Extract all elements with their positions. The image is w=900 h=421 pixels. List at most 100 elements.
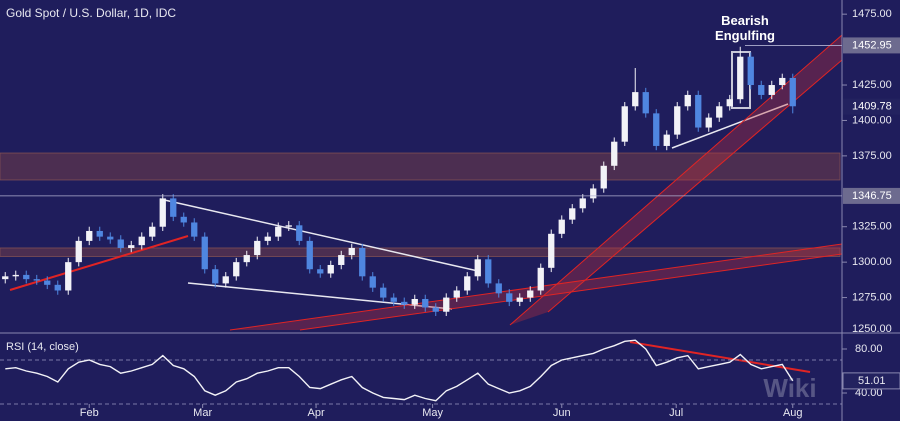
trendlines: [9, 34, 843, 373]
candle-body: [264, 236, 271, 241]
candle-body: [338, 255, 345, 265]
candle-body: [327, 264, 334, 274]
price-marker: [843, 187, 900, 204]
candle-body: [96, 230, 103, 237]
candle-body: [495, 283, 502, 294]
y-tick-label: 1300.00: [852, 256, 892, 268]
candle-body: [296, 225, 303, 241]
candle-body: [768, 85, 775, 95]
candle-body: [149, 226, 156, 237]
y-tick-label: 1250.00: [852, 323, 892, 335]
candle-body: [464, 276, 471, 291]
candle-body: [789, 77, 796, 107]
candle-body: [369, 276, 376, 288]
y-tick-label: 1325.00: [852, 221, 892, 233]
rsi-title: RSI (14, close): [6, 341, 79, 353]
candle-body: [600, 165, 607, 189]
candle-body: [128, 245, 135, 248]
candle-body: [117, 239, 124, 248]
zone: [0, 247, 841, 257]
candle-body: [254, 240, 261, 256]
candle-body: [212, 269, 219, 284]
y-tick-label: 1400.00: [852, 114, 892, 126]
candle-body: [422, 298, 429, 308]
candle-body: [758, 85, 765, 95]
candle-body: [23, 274, 30, 280]
price-marker: [843, 37, 900, 54]
candle-body: [747, 56, 754, 86]
candle-body: [548, 233, 555, 268]
price-marker-label: 1346.75: [852, 190, 892, 202]
y-tick-label: 1375.00: [852, 150, 892, 162]
candle-body: [443, 297, 450, 312]
candle-body: [684, 94, 691, 107]
candle-body: [485, 259, 492, 284]
x-tick-label: Apr: [307, 407, 324, 419]
candle-body: [632, 92, 639, 107]
x-tick-label: Jun: [553, 407, 571, 419]
candle-body: [233, 262, 240, 277]
candle-body: [674, 106, 681, 135]
x-tick-label: Aug: [783, 407, 803, 419]
candle-body: [86, 230, 93, 241]
rsi-marker-label: 51.01: [858, 375, 886, 387]
candle-body: [506, 293, 513, 302]
rsi-marker: [842, 372, 900, 390]
candle-body: [159, 198, 166, 227]
candle-body: [2, 276, 9, 280]
candle-body: [243, 255, 250, 263]
candle-body: [348, 247, 355, 256]
candle-body: [611, 141, 618, 166]
candle-body: [401, 301, 408, 305]
zone: [0, 152, 841, 181]
candle-body: [54, 284, 61, 291]
y-tick-label: 40.00: [855, 387, 883, 399]
candle-body: [579, 198, 586, 209]
candle-body: [590, 188, 597, 199]
candle-body: [306, 240, 313, 270]
candle-body: [12, 274, 19, 277]
candle-body: [44, 280, 51, 285]
candle-body: [201, 236, 208, 270]
candle-body: [191, 222, 198, 237]
candle-body: [537, 267, 544, 291]
candle-body: [138, 236, 145, 246]
candle-body: [695, 94, 702, 128]
chart-title: Gold Spot / U.S. Dollar, 1D, IDC: [6, 6, 176, 20]
candle-body: [716, 106, 723, 118]
candle-body: [285, 225, 292, 227]
y-tick-label: 1275.00: [852, 291, 892, 303]
candle-body: [65, 262, 72, 291]
candle-body: [527, 290, 534, 298]
x-tick-label: Mar: [193, 407, 212, 419]
candle-body: [558, 219, 565, 234]
candle-body: [222, 276, 229, 284]
candle-body: [569, 208, 576, 220]
candle-body: [170, 198, 177, 217]
candle-body: [33, 279, 40, 281]
candle-body: [359, 247, 366, 277]
x-tick-label: Feb: [80, 407, 99, 419]
candle-body: [705, 117, 712, 128]
candle-body: [411, 298, 418, 305]
y-tick-label: 1475.00: [852, 8, 892, 20]
candle-body: [107, 236, 114, 240]
candle-body: [653, 113, 660, 146]
candle-body: [642, 92, 649, 114]
watermark: Wiki: [763, 373, 816, 403]
price-marker-label: 1409.78: [852, 100, 892, 112]
candle-body: [275, 226, 282, 237]
candle-body: [317, 269, 324, 274]
candle-body: [390, 297, 397, 302]
candle-body: [75, 240, 82, 263]
price-marker-label: 1452.95: [852, 39, 892, 51]
candle-body: [726, 99, 733, 107]
x-tick-label: May: [422, 407, 443, 419]
candle-body: [621, 106, 628, 142]
rsi-line: [5, 339, 794, 402]
candle-body: [453, 290, 460, 298]
candle-body: [432, 307, 439, 312]
candle-body: [663, 134, 670, 146]
candle-body: [474, 259, 481, 277]
